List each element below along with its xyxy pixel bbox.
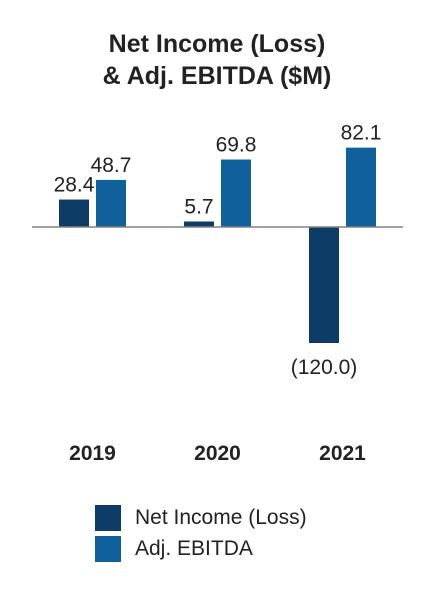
- legend-label-adj-ebitda: Adj. EBITDA: [135, 537, 253, 560]
- bars-group: [59, 147, 376, 343]
- value-label-adj-ebitda-2021: 82.1: [341, 122, 382, 145]
- value-label-net-income-loss-2020: 5.7: [184, 195, 213, 218]
- legend-item-net-income: Net Income (Loss): [95, 503, 307, 533]
- bar-adj-ebitda-2020: [221, 159, 251, 227]
- value-label-net-income-loss-2019: 28.4: [54, 174, 95, 197]
- value-label-net-income-loss-2021: (120.0): [291, 356, 358, 379]
- bar-net-income-loss-2019: [59, 199, 89, 227]
- bar-net-income-loss-2021: [309, 227, 339, 343]
- category-labels-group: 2019 2020 2021: [69, 442, 366, 465]
- bar-adj-ebitda-2019: [96, 179, 126, 227]
- category-label-2021: 2021: [319, 442, 366, 465]
- chart-title-line-1: Net Income (Loss): [108, 30, 326, 58]
- legend-item-adj-ebitda: Adj. EBITDA: [95, 534, 307, 564]
- chart-title-line-2: & Adj. EBITDA ($M): [102, 62, 332, 90]
- category-label-2020: 2020: [194, 442, 241, 465]
- value-label-adj-ebitda-2020: 69.8: [216, 134, 257, 157]
- chart-title: Net Income (Loss) & Adj. EBITDA ($M): [0, 28, 434, 92]
- bar-net-income-loss-2020: [184, 221, 214, 227]
- value-label-adj-ebitda-2019: 48.7: [91, 154, 132, 177]
- value-labels-group: 28.4 5.7 (120.0) 48.7 69.8 82.1: [54, 122, 382, 379]
- bar-adj-ebitda-2021: [346, 147, 376, 227]
- legend-label-net-income: Net Income (Loss): [135, 506, 307, 529]
- legend-swatch-net-income: [95, 505, 121, 531]
- category-label-2019: 2019: [69, 442, 116, 465]
- chart-legend: Net Income (Loss) Adj. EBITDA: [95, 503, 307, 565]
- legend-swatch-adj-ebitda: [95, 536, 121, 562]
